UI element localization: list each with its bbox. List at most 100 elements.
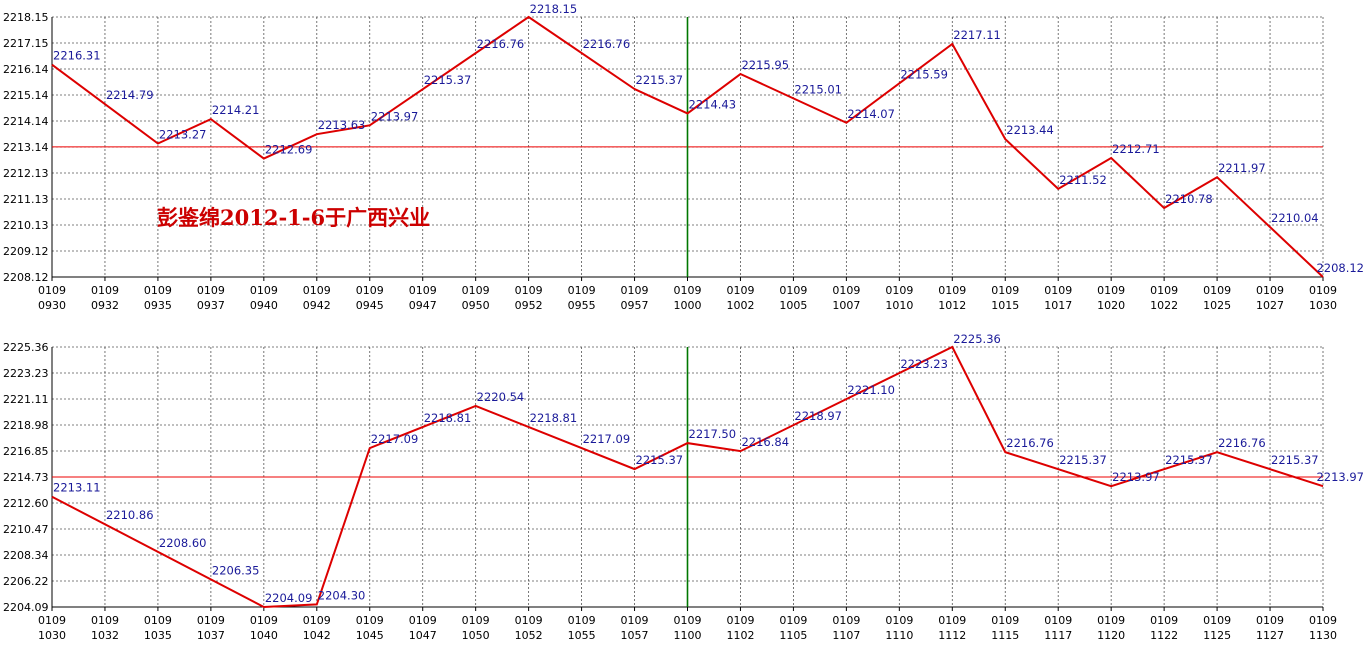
x-tick-date: 0109 xyxy=(621,284,649,297)
x-tick-date: 0109 xyxy=(568,614,596,627)
data-label: 2204.09 xyxy=(265,591,313,605)
x-tick-time: 1030 xyxy=(1309,299,1337,312)
x-tick-time: 1005 xyxy=(779,299,807,312)
x-tick-date: 0109 xyxy=(1309,614,1337,627)
x-tick-time: 1022 xyxy=(1150,299,1178,312)
data-label: 2217.11 xyxy=(953,28,1001,42)
x-tick-date: 0109 xyxy=(1256,284,1284,297)
x-tick-date: 0109 xyxy=(779,284,807,297)
x-tick-date: 0109 xyxy=(38,284,66,297)
x-tick-time: 0945 xyxy=(356,299,384,312)
y-tick-label: 2218.98 xyxy=(3,419,49,432)
data-label: 2216.76 xyxy=(583,37,631,51)
x-tick-time: 1115 xyxy=(991,629,1019,642)
y-tick-label: 2214.73 xyxy=(3,471,49,484)
x-tick-date: 0109 xyxy=(568,284,596,297)
data-label: 2208.60 xyxy=(159,536,207,550)
data-label: 2215.37 xyxy=(1271,453,1319,467)
x-tick-time: 1045 xyxy=(356,629,384,642)
y-tick-label: 2209.12 xyxy=(3,245,49,258)
data-label: 2208.12 xyxy=(1316,261,1364,275)
x-tick-date: 0109 xyxy=(726,614,754,627)
data-label: 2212.69 xyxy=(265,143,313,157)
x-tick-time: 0930 xyxy=(38,299,66,312)
data-label: 2213.97 xyxy=(371,109,419,123)
data-label: 2217.09 xyxy=(371,432,419,446)
data-label: 2221.10 xyxy=(847,383,895,397)
data-label: 2211.97 xyxy=(1218,161,1266,175)
y-tick-label: 2218.15 xyxy=(3,11,49,24)
x-tick-time: 1130 xyxy=(1309,629,1337,642)
data-label: 2215.37 xyxy=(424,73,472,87)
y-tick-label: 2216.14 xyxy=(3,63,49,76)
data-label: 2213.97 xyxy=(1316,470,1364,484)
x-tick-time: 1037 xyxy=(197,629,225,642)
x-tick-time: 1012 xyxy=(938,299,966,312)
x-tick-time: 1112 xyxy=(938,629,966,642)
x-tick-time: 1055 xyxy=(568,629,596,642)
data-label: 2218.81 xyxy=(424,411,472,425)
x-tick-date: 0109 xyxy=(38,614,66,627)
x-tick-time: 0952 xyxy=(515,299,543,312)
x-tick-time: 0937 xyxy=(197,299,225,312)
x-tick-date: 0109 xyxy=(885,614,913,627)
x-tick-date: 0109 xyxy=(250,284,278,297)
data-label: 2213.27 xyxy=(159,128,207,142)
data-label: 2218.15 xyxy=(530,2,578,16)
x-tick-time: 1030 xyxy=(38,629,66,642)
x-tick-date: 0109 xyxy=(515,614,543,627)
x-tick-time: 1050 xyxy=(462,629,490,642)
y-tick-label: 2204.09 xyxy=(3,601,49,614)
x-tick-time: 0935 xyxy=(144,299,172,312)
data-label: 2215.95 xyxy=(741,58,789,72)
x-tick-time: 1052 xyxy=(515,629,543,642)
y-tick-label: 2215.14 xyxy=(3,89,49,102)
y-tick-label: 2216.85 xyxy=(3,445,49,458)
x-tick-date: 0109 xyxy=(1044,284,1072,297)
x-tick-time: 0957 xyxy=(621,299,649,312)
x-tick-time: 1017 xyxy=(1044,299,1072,312)
data-label: 2215.37 xyxy=(1059,453,1107,467)
x-tick-time: 0950 xyxy=(462,299,490,312)
data-label: 2213.44 xyxy=(1006,123,1054,137)
author-watermark: 彭鉴绵2012-1-6于广西兴业 xyxy=(157,205,430,230)
x-tick-date: 0109 xyxy=(144,614,172,627)
x-tick-date: 0109 xyxy=(462,284,490,297)
data-label: 2206.35 xyxy=(212,563,260,577)
y-tick-label: 2212.60 xyxy=(3,497,49,510)
x-tick-date: 0109 xyxy=(1150,614,1178,627)
data-label: 2215.37 xyxy=(636,73,684,87)
x-tick-date: 0109 xyxy=(1097,284,1125,297)
data-label: 2217.09 xyxy=(583,432,631,446)
data-label: 2216.31 xyxy=(53,49,101,63)
data-label: 2215.37 xyxy=(1165,453,1213,467)
x-tick-time: 0955 xyxy=(568,299,596,312)
x-tick-date: 0109 xyxy=(91,614,119,627)
data-label: 2212.71 xyxy=(1112,142,1160,156)
y-tick-label: 2210.47 xyxy=(3,523,49,536)
data-label: 2204.30 xyxy=(318,588,366,602)
data-label: 2216.76 xyxy=(1006,436,1054,450)
data-label: 2210.86 xyxy=(106,508,154,522)
data-label: 2210.04 xyxy=(1271,211,1319,225)
data-label: 2213.11 xyxy=(53,481,101,495)
x-tick-time: 0942 xyxy=(303,299,331,312)
x-tick-date: 0109 xyxy=(197,614,225,627)
data-label: 2211.52 xyxy=(1059,173,1107,187)
data-label: 2213.63 xyxy=(318,118,366,132)
x-tick-date: 0109 xyxy=(1150,284,1178,297)
x-tick-date: 0109 xyxy=(144,284,172,297)
x-tick-time: 1120 xyxy=(1097,629,1125,642)
x-tick-time: 1025 xyxy=(1203,299,1231,312)
x-tick-date: 0109 xyxy=(356,614,384,627)
y-tick-label: 2221.11 xyxy=(3,393,49,406)
data-label: 2218.97 xyxy=(794,409,842,423)
x-tick-time: 1002 xyxy=(726,299,754,312)
data-label: 2216.84 xyxy=(741,435,789,449)
x-tick-time: 1020 xyxy=(1097,299,1125,312)
x-tick-date: 0109 xyxy=(1203,284,1231,297)
x-tick-date: 0109 xyxy=(356,284,384,297)
x-tick-date: 0109 xyxy=(885,284,913,297)
x-tick-date: 0109 xyxy=(1097,614,1125,627)
x-tick-date: 0109 xyxy=(991,284,1019,297)
